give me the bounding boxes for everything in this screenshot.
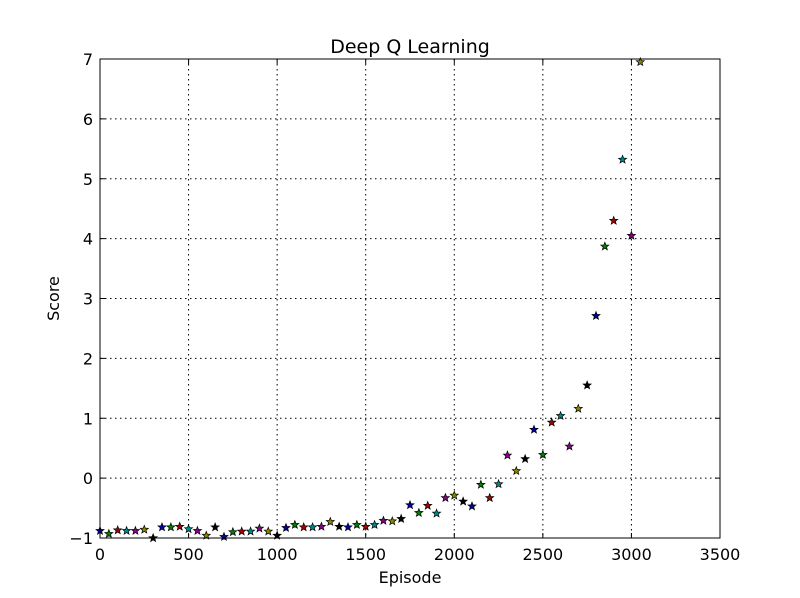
- x-tick-label: 2000: [434, 545, 475, 564]
- data-point: [245, 526, 256, 536]
- data-point: [165, 522, 176, 532]
- data-point: [236, 526, 247, 536]
- data-point: [307, 522, 318, 532]
- data-point: [467, 501, 477, 511]
- data-point: [201, 530, 212, 540]
- x-tick-label: 3000: [611, 545, 652, 564]
- data-point: [537, 449, 548, 459]
- data-point: [121, 525, 132, 535]
- x-tick-label: 500: [173, 545, 204, 564]
- data-point: [493, 478, 504, 489]
- data-point: [573, 403, 584, 413]
- data-point: [511, 465, 522, 476]
- x-tick-label: 2500: [522, 545, 563, 564]
- data-point: [343, 522, 353, 532]
- data-point: [475, 479, 486, 489]
- x-tick-label: 3500: [700, 545, 741, 564]
- data-point: [289, 519, 300, 530]
- data-point: [422, 500, 433, 510]
- data-point: [458, 496, 469, 506]
- data-point: [591, 310, 601, 321]
- y-tick-labels: −1 0 1 2 3 4 5 6 7: [69, 50, 93, 548]
- data-point: [449, 490, 460, 500]
- data-point: [626, 230, 637, 240]
- x-tick-labels: 0 500 1000 1500 2000 2500 3000 3500: [95, 545, 740, 564]
- grid: [100, 59, 720, 538]
- data-point: [369, 519, 380, 530]
- data-point: [130, 525, 141, 535]
- y-tick-label: 1: [83, 409, 93, 428]
- data-point: [582, 380, 593, 390]
- data-point: [281, 522, 291, 533]
- data-point: [520, 453, 531, 464]
- data-point: [360, 521, 371, 531]
- y-tick-label: 6: [83, 110, 93, 129]
- data-point: [263, 526, 274, 536]
- data-point: [210, 522, 221, 532]
- data-point: [608, 215, 619, 225]
- data-point: [316, 521, 327, 531]
- x-tick-label: 0: [95, 545, 105, 564]
- data-point: [325, 516, 336, 527]
- y-tick-label: 2: [83, 349, 93, 368]
- data-point: [440, 492, 451, 503]
- data-point: [413, 507, 424, 518]
- data-point: [103, 528, 114, 538]
- data-point: [183, 523, 194, 534]
- data-point: [378, 515, 389, 525]
- data-point: [546, 417, 557, 427]
- data-point: [351, 519, 362, 530]
- data-point: [529, 424, 539, 434]
- data-point: [564, 441, 575, 451]
- data-point: [617, 154, 628, 164]
- data-point: [174, 521, 185, 531]
- y-tick-label: 4: [83, 230, 93, 249]
- axis-ticks: [99, 58, 721, 539]
- data-point: [502, 450, 513, 460]
- y-tick-label: 5: [83, 170, 93, 189]
- data-point: [139, 524, 150, 534]
- y-tick-label: 0: [83, 469, 93, 488]
- data-point: [635, 56, 646, 67]
- x-tick-label: 1000: [257, 545, 298, 564]
- data-point: [112, 525, 123, 535]
- data-point: [431, 508, 442, 518]
- data-point: [405, 499, 415, 510]
- data-point: [192, 525, 203, 535]
- data-point: [157, 522, 167, 532]
- chart-title: Deep Q Learning: [330, 36, 490, 58]
- y-tick-label: −1: [69, 529, 93, 548]
- data-point: [396, 513, 407, 524]
- data-point: [555, 410, 566, 421]
- data-point: [484, 492, 495, 503]
- x-tick-label: 1500: [345, 545, 386, 564]
- y-tick-label: 7: [83, 50, 93, 69]
- data-point: [227, 526, 238, 537]
- y-axis-label: Score: [44, 276, 63, 321]
- data-point: [387, 516, 398, 526]
- data-point: [298, 522, 309, 532]
- data-point: [254, 523, 265, 533]
- y-tick-label: 3: [83, 290, 93, 309]
- data-point: [334, 521, 345, 531]
- data-point: [599, 241, 610, 251]
- data-point: [219, 531, 229, 541]
- x-axis-label: Episode: [379, 568, 442, 587]
